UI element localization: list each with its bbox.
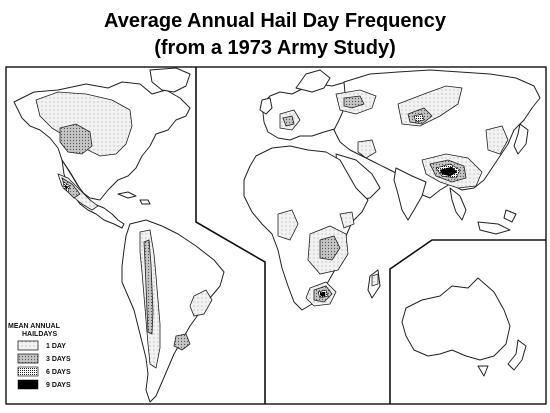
australia-inset-border bbox=[389, 239, 546, 404]
new-zealand bbox=[507, 339, 527, 371]
greenland bbox=[149, 67, 191, 93]
hail-zone-western-europe-3-days bbox=[282, 115, 295, 127]
hail-zone-north-america-3-days bbox=[59, 123, 93, 155]
hail-zone-tibet-9-days bbox=[439, 166, 458, 177]
hail-zone-central-asia-6-days bbox=[413, 113, 425, 123]
southeast-asia bbox=[449, 187, 517, 235]
legend-swatch-3-days bbox=[17, 353, 39, 364]
hail-zone-ethiopia-1-day bbox=[339, 211, 355, 229]
legend-label-9-days: 9 DAYS bbox=[46, 382, 71, 389]
legend-label-1-day: 1 DAY bbox=[46, 343, 66, 350]
africa bbox=[243, 145, 369, 311]
hail-zone-east-asia-1-day bbox=[485, 125, 509, 155]
hail-zone-andes-3-days bbox=[143, 239, 154, 335]
british-isles bbox=[259, 97, 273, 115]
hail-zone-middle-east-1-day bbox=[357, 139, 377, 159]
scandinavia bbox=[295, 69, 331, 93]
map-title-line-2: (from a 1973 Army Study) bbox=[154, 37, 396, 59]
legend-heading-line-2: HAILDAYS bbox=[22, 331, 57, 338]
legend-swatch-1-day bbox=[17, 340, 39, 351]
asia bbox=[333, 69, 541, 199]
legend-heading-line-1: MEAN ANNUAL bbox=[8, 323, 61, 330]
map-frame bbox=[5, 66, 547, 405]
hail-zone-southern-africa-9-days bbox=[319, 291, 326, 297]
hail-zone-sahel-1-day bbox=[277, 209, 299, 241]
legend-label-3-days: 3 DAYS bbox=[46, 356, 71, 363]
hail-frequency-map: MEAN ANNUAL HAILDAYS 1 DAY 3 DAYS 6 DAYS… bbox=[5, 66, 547, 405]
hail-zone-eastern-europe-3-days bbox=[343, 95, 365, 109]
americas-inset-border bbox=[195, 67, 266, 404]
legend-swatch-9-days bbox=[17, 379, 39, 390]
indian-subcontinent bbox=[393, 167, 427, 221]
legend-label-6-days: 6 DAYS bbox=[46, 369, 71, 376]
legend: MEAN ANNUAL HAILDAYS 1 DAY 3 DAYS 6 DAYS… bbox=[8, 323, 71, 390]
hail-zone-madagascar-1-day bbox=[371, 273, 379, 287]
hail-zone-north-america-1-day bbox=[35, 91, 133, 157]
tasmania bbox=[477, 365, 489, 377]
map-title-line-1: Average Annual Hail Day Frequency bbox=[104, 10, 446, 32]
australia bbox=[401, 277, 511, 361]
caribbean-islands bbox=[117, 191, 151, 205]
hail-zone-brazil-3-days bbox=[173, 333, 191, 351]
hail-zone-mexico-9-days bbox=[64, 184, 69, 191]
south-america bbox=[121, 219, 225, 403]
legend-swatch-6-days bbox=[17, 366, 39, 377]
hail-zone-east-africa-3-days bbox=[319, 235, 341, 261]
japan bbox=[513, 123, 529, 155]
hail-zone-brazil-1-day bbox=[189, 289, 213, 317]
